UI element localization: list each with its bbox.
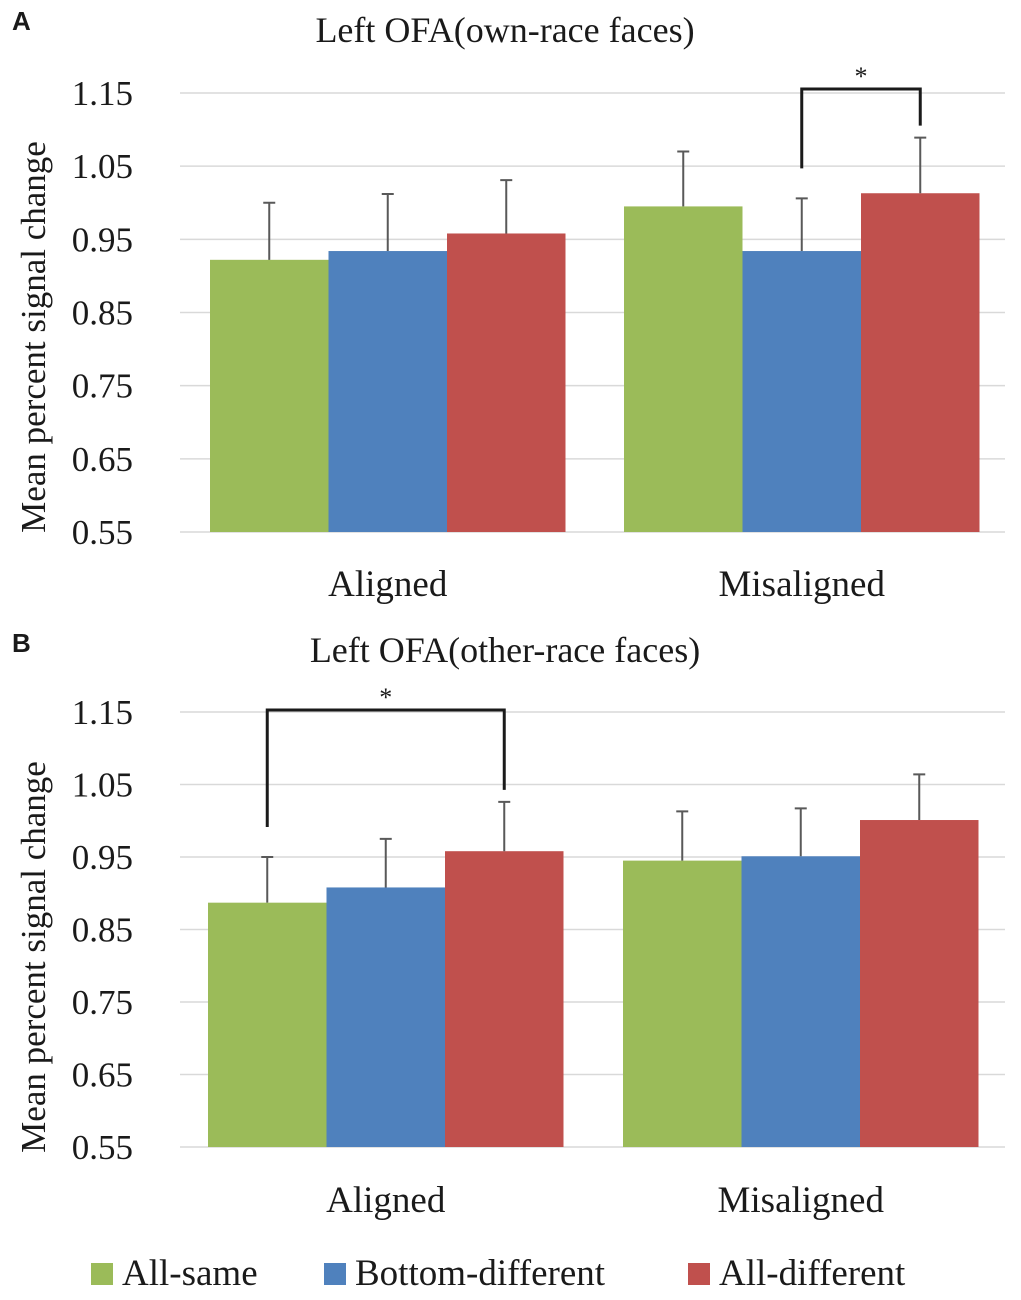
panel-a-y-tick-0-65: 0.65 [72, 440, 133, 479]
panel-b-y-tick-1-15: 1.15 [72, 693, 133, 732]
panel-b-bar-misaligned-all-same [623, 860, 742, 1147]
panel-b-errorbar-aligned-bottom-different [379, 837, 392, 888]
legend-item-all-different: All-different [688, 1253, 906, 1294]
panel-a-bar-misaligned-all-same [624, 206, 743, 533]
panel-b-error-bars [261, 773, 926, 903]
legend-swatch-all-different [688, 1263, 710, 1285]
panel-b-title: Left OFA(other-race faces) [310, 630, 700, 670]
legend-label-all-same: All-same [122, 1253, 258, 1294]
panel-a-category-aligned: Aligned [328, 564, 448, 605]
panel-a-significance-bracket [800, 87, 922, 169]
panel-b-category-aligned: Aligned [326, 1180, 446, 1221]
panel-a-bar-misaligned-bottom-different [742, 251, 861, 533]
panel-a-y-tick-0-95: 0.95 [72, 220, 133, 259]
panel-a-bar-aligned-all-different [447, 233, 566, 533]
panel-b: B Left OFA(other-race faces) Mean percen… [12, 628, 1005, 1221]
panel-a: A Left OFA(own-race faces) Mean percent … [12, 6, 1005, 605]
panel-a-y-ticks: 1.15 1.05 0.95 0.85 0.75 0.65 0.55 [72, 74, 133, 552]
panel-a-bar-aligned-all-same [210, 259, 329, 532]
panel-b-y-tick-1-05: 1.05 [72, 766, 133, 805]
panel-a-title: Left OFA(own-race faces) [315, 10, 694, 50]
panel-b-category-misaligned: Misaligned [718, 1180, 885, 1221]
panel-a-categories: Aligned Misaligned [328, 564, 885, 605]
panel-b-significance-bracket [265, 708, 506, 827]
panel-a-y-tick-1-05: 1.05 [72, 147, 133, 186]
panel-a-error-bars [263, 136, 927, 260]
panel-a-errorbar-misaligned-all-different [914, 136, 927, 194]
panel-a-y-axis-label: Mean percent signal change [14, 141, 53, 533]
panel-b-bar-aligned-all-different [445, 851, 564, 1147]
panel-a-category-misaligned: Misaligned [719, 564, 886, 605]
panel-a-errorbar-misaligned-bottom-different [795, 197, 808, 252]
panel-b-errorbar-misaligned-all-different [913, 773, 926, 821]
panel-a-errorbar-aligned-all-different [500, 179, 513, 234]
panel-b-bars [208, 820, 979, 1147]
panel-b-significance-star: * [379, 683, 392, 712]
panel-b-errorbar-aligned-all-same [261, 856, 274, 903]
panel-b-errorbar-misaligned-bottom-different [794, 807, 807, 857]
legend-item-all-same: All-same [91, 1253, 258, 1294]
legend-swatch-bottom-different [324, 1263, 346, 1285]
panel-b-bar-misaligned-bottom-different [741, 856, 860, 1147]
panel-a-bar-aligned-bottom-different [328, 251, 447, 533]
panel-a-significance: * [800, 62, 922, 169]
panel-a-errorbar-misaligned-all-same [677, 150, 690, 207]
panel-b-y-tick-0-85: 0.85 [72, 911, 133, 950]
panel-a-y-tick-1-15: 1.15 [72, 74, 133, 113]
panel-b-letter: B [12, 628, 31, 658]
legend: All-same Bottom-different All-different [91, 1253, 906, 1294]
panel-b-significance: * [265, 683, 506, 827]
panel-b-categories: Aligned Misaligned [326, 1180, 884, 1221]
panel-a-errorbar-aligned-all-same [263, 201, 276, 260]
panel-b-errorbar-aligned-all-different [498, 800, 511, 852]
legend-label-bottom-different: Bottom-different [355, 1253, 606, 1294]
panel-a-letter: A [12, 6, 31, 36]
panel-a-y-tick-0-55: 0.55 [72, 513, 133, 552]
panel-b-y-tick-0-65: 0.65 [72, 1056, 133, 1095]
panel-b-bar-misaligned-all-different [860, 820, 979, 1147]
panel-b-y-axis-label: Mean percent signal change [14, 761, 53, 1153]
panel-a-errorbar-aligned-bottom-different [381, 192, 394, 252]
panel-b-y-ticks: 1.15 1.05 0.95 0.85 0.75 0.65 0.55 [72, 693, 133, 1167]
legend-label-all-different: All-different [719, 1253, 906, 1294]
panel-a-significance-star: * [855, 62, 868, 91]
legend-item-bottom-different: Bottom-different [324, 1253, 606, 1294]
panel-b-bar-aligned-all-same [208, 902, 327, 1147]
panel-b-y-tick-0-75: 0.75 [72, 983, 133, 1022]
panel-a-bar-misaligned-all-different [861, 193, 980, 532]
panel-a-bars [210, 193, 980, 533]
panel-b-y-tick-0-95: 0.95 [72, 838, 133, 877]
panel-b-bar-aligned-bottom-different [326, 887, 445, 1147]
legend-swatch-all-same [91, 1263, 113, 1285]
panel-a-y-tick-0-85: 0.85 [72, 294, 133, 333]
panel-b-y-tick-0-55: 0.55 [72, 1128, 133, 1167]
panel-b-errorbar-misaligned-all-same [676, 810, 689, 861]
panel-a-y-tick-0-75: 0.75 [72, 367, 133, 406]
